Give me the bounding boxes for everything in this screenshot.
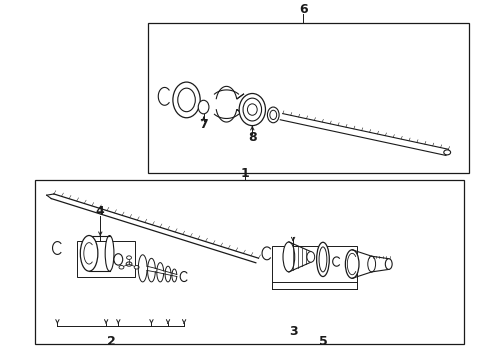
Bar: [147, 23, 469, 173]
Ellipse shape: [283, 242, 294, 272]
Text: 2: 2: [107, 336, 115, 348]
Ellipse shape: [270, 110, 277, 120]
Ellipse shape: [178, 88, 196, 112]
Ellipse shape: [385, 259, 392, 269]
Text: 3: 3: [289, 325, 297, 338]
Text: 1: 1: [241, 167, 249, 180]
Bar: [77, 241, 135, 276]
Ellipse shape: [268, 107, 279, 123]
Ellipse shape: [345, 250, 359, 278]
Ellipse shape: [317, 242, 329, 276]
Ellipse shape: [198, 100, 209, 114]
Ellipse shape: [239, 94, 266, 126]
Ellipse shape: [126, 256, 131, 260]
Bar: [272, 246, 357, 282]
Ellipse shape: [319, 247, 327, 272]
Ellipse shape: [114, 254, 122, 265]
Ellipse shape: [105, 235, 114, 271]
Ellipse shape: [307, 252, 315, 262]
Ellipse shape: [119, 265, 124, 269]
Text: 8: 8: [248, 131, 257, 144]
Ellipse shape: [173, 82, 200, 118]
Text: 4: 4: [96, 205, 105, 218]
Ellipse shape: [247, 104, 257, 115]
Text: 5: 5: [318, 336, 327, 348]
Text: 6: 6: [299, 3, 308, 16]
Ellipse shape: [80, 235, 98, 271]
Bar: [35, 180, 464, 344]
Ellipse shape: [444, 150, 451, 155]
Ellipse shape: [126, 262, 132, 266]
Ellipse shape: [243, 98, 262, 121]
Text: 7: 7: [199, 118, 208, 131]
Ellipse shape: [368, 256, 375, 272]
Ellipse shape: [134, 265, 139, 269]
